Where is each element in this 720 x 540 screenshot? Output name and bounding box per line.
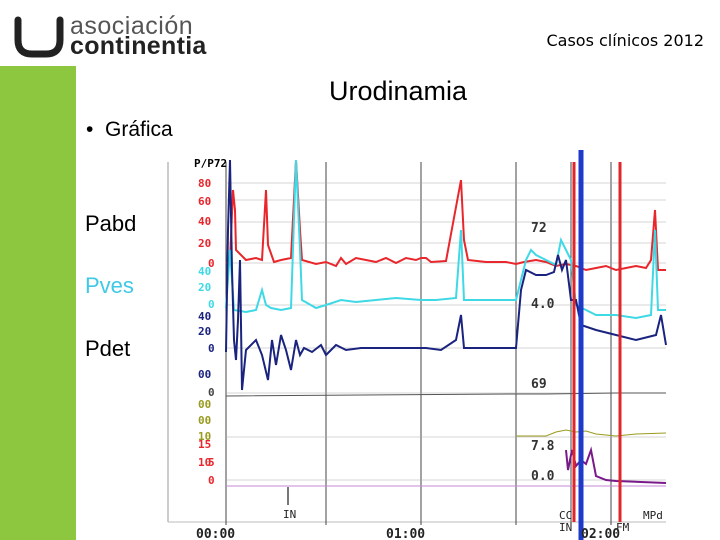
series-label-pabd: Pabd [85, 211, 137, 236]
svg-text:72: 72 [531, 221, 547, 236]
logo-line2: continentia [70, 32, 207, 60]
svg-text:FM: FM [616, 521, 630, 534]
series-label-pdet: Pdet [85, 336, 131, 361]
bullet-item: • Gráfica [86, 118, 173, 141]
svg-text:0: 0 [208, 342, 215, 355]
event-labels: IN CC IN FM MPd [283, 508, 663, 534]
svg-text:20: 20 [198, 325, 211, 338]
svg-text:80: 80 [198, 177, 211, 190]
svg-text:15: 15 [198, 438, 211, 451]
svg-text:40: 40 [198, 215, 211, 228]
x-tick-labels: 00:00 01:00 02:00 [196, 527, 620, 540]
svg-text:10: 10 [198, 456, 211, 469]
side-accent-bar [0, 66, 76, 540]
logo-mark-icon [14, 16, 64, 58]
svg-text:00:00: 00:00 [196, 527, 235, 540]
svg-text:10: 10 [198, 430, 211, 443]
svg-text:20: 20 [198, 281, 211, 294]
svg-text:00: 00 [198, 414, 211, 427]
svg-text:0.0: 0.0 [531, 469, 555, 484]
svg-text:0: 0 [208, 257, 215, 270]
trace-purple [565, 446, 667, 484]
slide-title: Urodinamia [329, 76, 468, 106]
logo-line1: asociación [70, 12, 194, 40]
scale-labels: P/P72 80 60 40 20 0 40 20 0 40 20 0 00 0… [194, 157, 227, 487]
header-title: Casos clínicos 2012 [546, 31, 704, 50]
svg-text:0: 0 [208, 474, 215, 487]
svg-text:20: 20 [198, 237, 211, 250]
chart-header-label: P/P72 [194, 157, 227, 170]
chart-annotations: 72 4.0 69 7.8 0.0 [531, 221, 555, 484]
svg-text:0: 0 [208, 386, 215, 399]
svg-text:60: 60 [198, 195, 211, 208]
series-line-pabd [225, 159, 666, 272]
svg-text:69: 69 [531, 377, 547, 392]
svg-text:01:00: 01:00 [386, 527, 425, 540]
svg-text:40: 40 [198, 265, 211, 278]
bullet-text: Gráfica [105, 118, 173, 141]
svg-text:02:00: 02:00 [581, 527, 620, 540]
logo: asociación continentia [12, 12, 212, 60]
svg-text:4.0: 4.0 [531, 297, 555, 312]
svg-text:40: 40 [198, 310, 211, 323]
svg-text:00: 00 [198, 368, 211, 381]
svg-text:IN: IN [559, 521, 572, 534]
svg-text:7.8: 7.8 [531, 439, 555, 454]
svg-text:CC: CC [559, 509, 572, 522]
svg-text:00: 00 [198, 398, 211, 411]
series-label-pves: Pves [85, 273, 134, 298]
series-line-pdet [225, 159, 667, 391]
svg-text:IN: IN [283, 508, 296, 521]
svg-text:MPd: MPd [643, 509, 663, 522]
svg-text:0: 0 [208, 298, 215, 311]
urodynamic-chart: P/P72 80 60 40 20 0 40 20 0 40 20 0 00 0… [167, 150, 667, 540]
trace-gray [225, 392, 666, 397]
svg-text:5: 5 [208, 456, 215, 469]
trace-olive [516, 429, 667, 437]
